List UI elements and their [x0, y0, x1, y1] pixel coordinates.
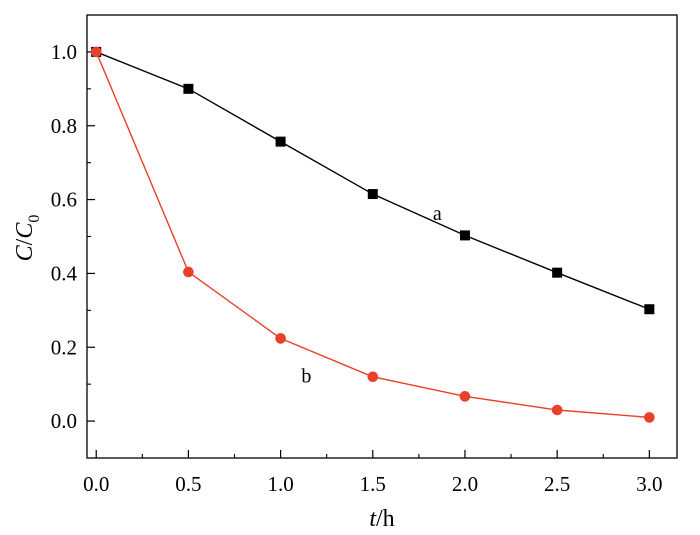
y-axis-var1: C — [12, 244, 38, 261]
y-tick-label: 0.2 — [51, 335, 77, 359]
data-point-a — [367, 189, 378, 200]
y-tick-label: 0.0 — [51, 409, 77, 433]
x-tick-label: 2.5 — [544, 472, 570, 496]
data-point-a — [459, 230, 470, 241]
x-tick-label: 0.0 — [83, 472, 109, 496]
series-line-b — [95, 51, 650, 419]
y-axis-sub: 0 — [26, 215, 43, 223]
data-point-b — [367, 371, 379, 383]
major-ticks — [87, 51, 650, 458]
data-point-b — [275, 333, 286, 344]
data-point-a — [183, 83, 194, 94]
series-annotation-b: b — [301, 365, 311, 387]
y-axis-sep: / — [12, 238, 38, 245]
series-line-a — [95, 51, 650, 310]
x-tick-label: 2.0 — [452, 472, 478, 496]
data-point-b — [90, 46, 102, 58]
x-axis-unit: /h — [376, 506, 395, 532]
data-point-a — [552, 267, 563, 278]
series-annotation-a: a — [433, 203, 442, 225]
y-axis-var2: C — [12, 222, 38, 239]
x-axis-title: t/h — [369, 506, 394, 532]
minor-ticks — [87, 88, 604, 458]
y-tick-label: 0.6 — [51, 188, 77, 212]
x-tick-label: 1.5 — [360, 472, 386, 496]
y-tick-label: 0.4 — [51, 261, 78, 285]
data-point-a — [644, 304, 655, 315]
x-tick-label: 1.0 — [267, 472, 293, 496]
plot-frame — [86, 14, 678, 459]
data-point-b — [183, 266, 194, 278]
data-point-b — [551, 404, 563, 416]
annotation-layer: ab — [301, 203, 441, 387]
data-point-b — [644, 412, 655, 423]
data-point-b — [459, 391, 471, 402]
x-axis-var: t — [369, 506, 377, 532]
y-tick-label: 0.8 — [51, 114, 77, 138]
y-axis-title: C/C0 — [12, 215, 43, 262]
data-point-a — [275, 136, 286, 147]
tick-labels: 0.0 0.5 1.0 1.5 2.0 2.5 3.0 0.0 0.2 0.4 0.6 0.8 1.0 — [51, 40, 663, 496]
y-tick-label: 1.0 — [51, 40, 77, 64]
x-tick-label: 3.0 — [636, 472, 662, 496]
series-layer — [90, 46, 655, 423]
x-tick-label: 0.5 — [175, 472, 201, 496]
